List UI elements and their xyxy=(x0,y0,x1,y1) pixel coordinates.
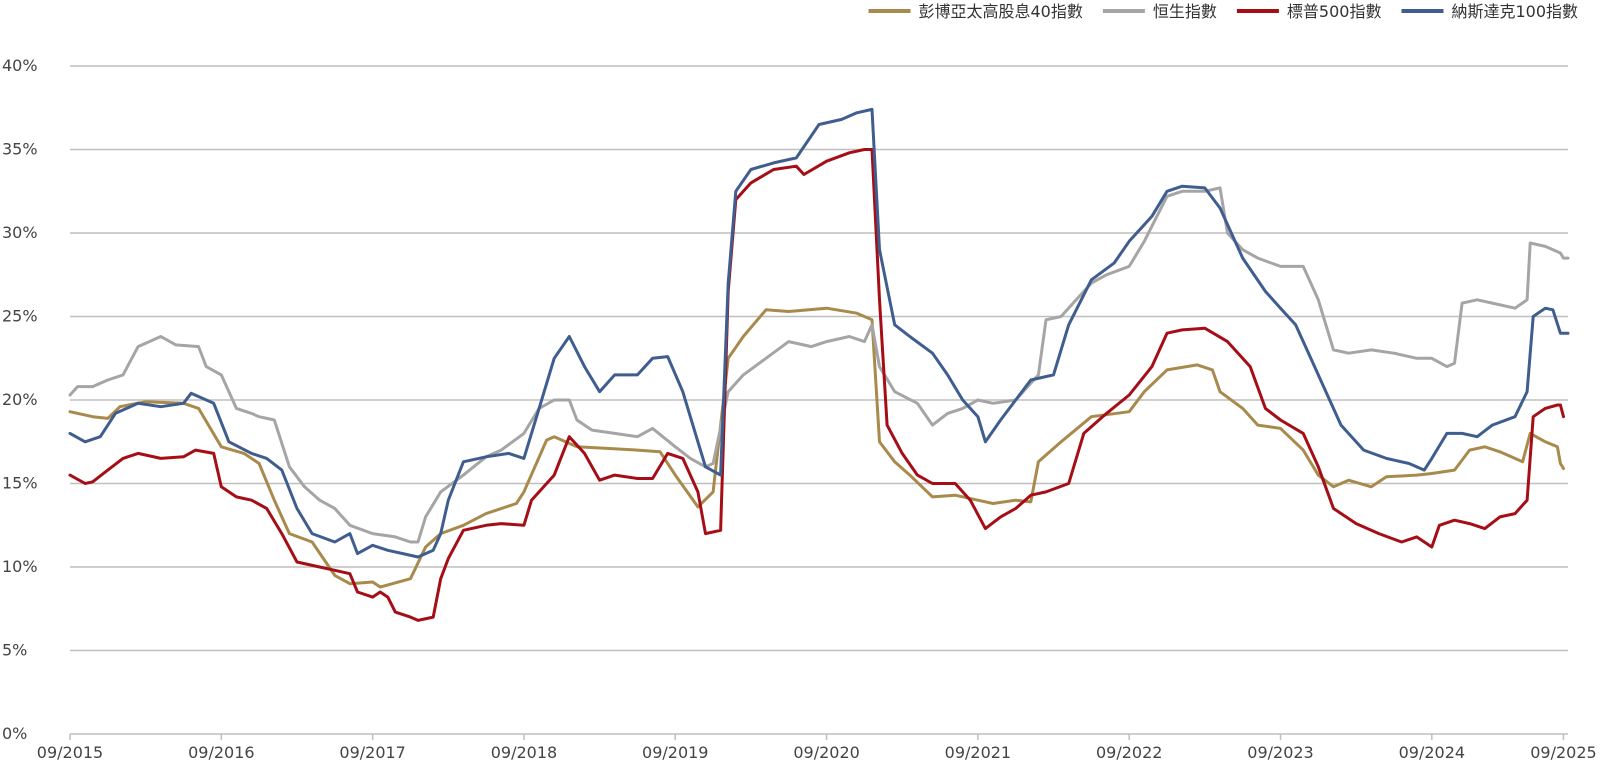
x-tick-label: 09/2021 xyxy=(945,743,1011,762)
y-tick-label: 15% xyxy=(2,474,38,493)
x-tick-label: 09/2025 xyxy=(1530,743,1596,762)
series-layer xyxy=(68,107,1570,622)
legend-item-1: 彭博亞太高股息40指數 xyxy=(868,2,1083,21)
y-tick-label: 10% xyxy=(2,557,38,576)
y-tick-label: 30% xyxy=(2,223,38,242)
series-line-2 xyxy=(68,186,1570,544)
x-tick-label: 09/2023 xyxy=(1247,743,1313,762)
legend: 彭博亞太高股息40指數 恒生指數 標普500指數 納斯達克100指數 xyxy=(868,2,1579,21)
y-tick-label: 35% xyxy=(2,140,38,159)
legend-item-4: 納斯達克100指數 xyxy=(1401,2,1579,21)
legend-label: 標普500指數 xyxy=(1287,2,1382,21)
legend-label: 彭博亞太高股息40指數 xyxy=(919,2,1083,21)
x-tick-label: 09/2024 xyxy=(1399,743,1465,762)
x-tick-label: 09/2015 xyxy=(37,743,103,762)
y-tick-label: 25% xyxy=(2,307,38,326)
y-tick-label: 40% xyxy=(2,56,38,75)
x-tick-label: 09/2022 xyxy=(1096,743,1162,762)
series-line-1 xyxy=(68,306,1565,589)
legend-item-2: 恒生指數 xyxy=(1102,2,1217,21)
x-tick-label: 09/2020 xyxy=(793,743,859,762)
x-tick-label: 09/2019 xyxy=(642,743,708,762)
x-tick-label: 09/2017 xyxy=(339,743,405,762)
legend-label: 恒生指數 xyxy=(1153,2,1217,21)
series-line-4 xyxy=(68,107,1570,559)
x-tick-label: 09/2018 xyxy=(491,743,557,762)
y-tick-label: 0% xyxy=(2,724,27,743)
y-tick-label: 5% xyxy=(2,641,27,660)
legend-item-3: 標普500指數 xyxy=(1236,2,1382,21)
grid-layer xyxy=(70,65,1568,652)
y-tick-label: 20% xyxy=(2,390,38,409)
axis-layer: 0% 5% 10% 15% 20% 25% 30% 35% 40% 09/2015 09/2016 0… xyxy=(2,56,1597,762)
legend-label: 納斯達克100指數 xyxy=(1452,2,1579,21)
x-tick-label: 09/2016 xyxy=(188,743,254,762)
series-line-3 xyxy=(68,148,1565,622)
